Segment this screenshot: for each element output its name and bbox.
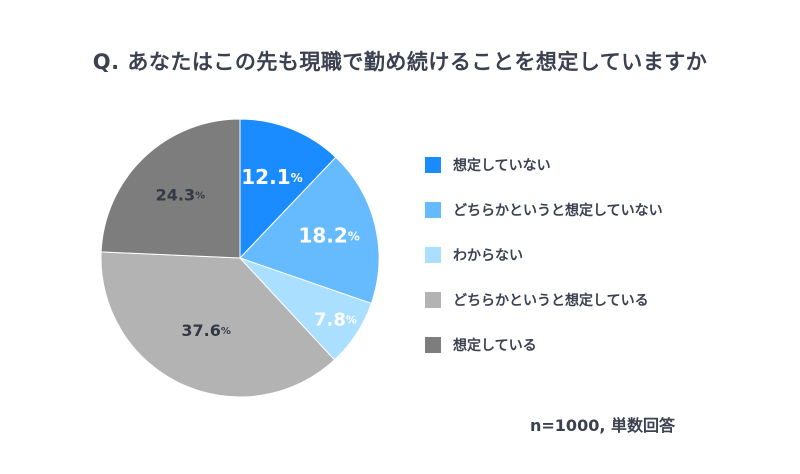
legend-label: どちらかというと想定している xyxy=(453,293,649,309)
slice-value-label: 37.6% xyxy=(181,321,231,340)
legend-item-not-expect: 想定していない xyxy=(425,155,663,175)
pie-slice xyxy=(100,118,241,259)
legend-item-rather-expect: どちらかというと想定している xyxy=(425,290,663,310)
legend-label: 想定していない xyxy=(453,158,551,174)
pie-chart: 12.1% 18.2% 7.8% 37.6% 24.3% xyxy=(100,118,380,398)
pie-slice xyxy=(239,118,337,260)
slice-value-label: 24.3% xyxy=(156,185,206,204)
legend-swatch xyxy=(425,247,441,263)
legend-swatch xyxy=(425,157,441,173)
legend-label: どちらかというと想定していない xyxy=(453,203,663,219)
pie-slice xyxy=(100,251,336,398)
pie-slice xyxy=(239,156,380,305)
legend-item-dont-know: わからない xyxy=(425,245,663,265)
legend-swatch xyxy=(425,292,441,308)
legend-swatch xyxy=(425,202,441,218)
legend-item-rather-not-expect: どちらかというと想定していない xyxy=(425,200,663,220)
legend-label: 想定している xyxy=(453,338,537,354)
slice-value-label: 7.8% xyxy=(314,309,357,330)
sample-note: n=1000, 単数回答 xyxy=(530,416,675,435)
legend: 想定していない どちらかというと想定していない わからない どちらかというと想定… xyxy=(425,155,663,380)
chart-title: Q. あなたはこの先も現職で勤め続けることを想定していますか xyxy=(92,50,708,74)
legend-label: わからない xyxy=(453,248,523,264)
slice-value-label: 18.2% xyxy=(298,223,359,247)
slice-value-label: 12.1% xyxy=(241,164,302,188)
legend-item-expect: 想定している xyxy=(425,335,663,355)
legend-swatch xyxy=(425,337,441,353)
